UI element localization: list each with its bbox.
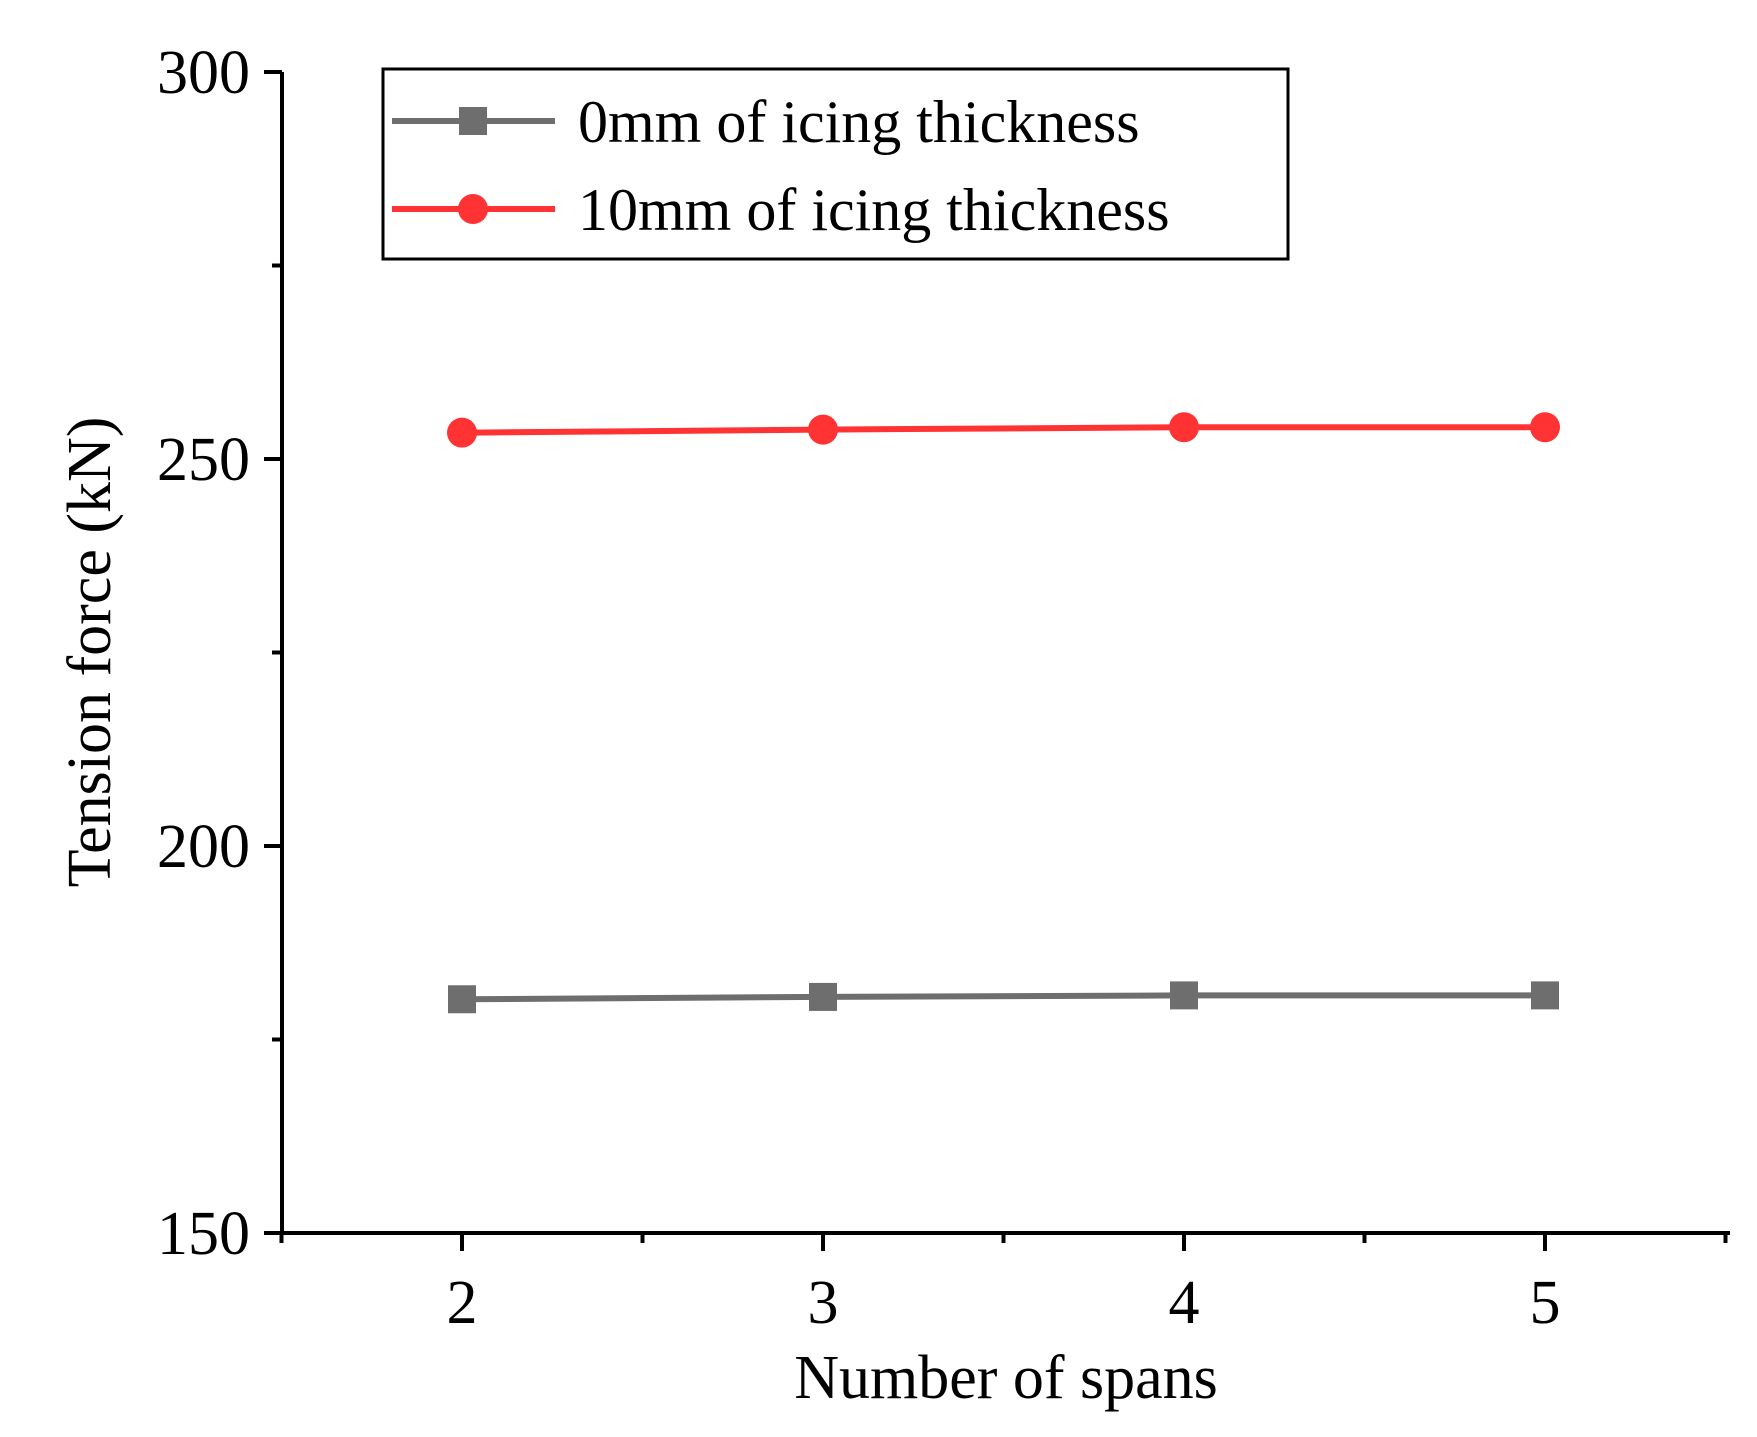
x-tick-label-2: 2 — [447, 1269, 478, 1337]
x-tick-label-3: 3 — [808, 1269, 839, 1337]
x-tick-label-5: 5 — [1530, 1269, 1561, 1337]
data-point-s1-x3 — [808, 414, 838, 445]
data-point-s1-x5 — [1530, 412, 1560, 443]
series-line-0 — [461, 992, 1545, 1003]
legend-marker-10mm — [458, 194, 488, 224]
y-tick-label-250: 250 — [157, 426, 250, 494]
data-point-s0-x3 — [809, 982, 837, 1011]
series-line-1 — [461, 424, 1545, 436]
y-axis-title: Tension force (kN) — [56, 417, 124, 888]
data-point-s0-x5 — [1531, 981, 1559, 1010]
y-tick-label-200: 200 — [157, 813, 250, 881]
data-point-s1-x4 — [1169, 412, 1199, 443]
data-point-s0-x2 — [448, 985, 476, 1014]
y-tick-label-150: 150 — [157, 1200, 250, 1268]
legend-marker-0mm — [459, 107, 487, 135]
x-axis-title: Number of spans — [794, 1344, 1218, 1412]
legend-box — [381, 67, 1290, 261]
y-tick-label-300: 300 — [157, 39, 250, 107]
ticks: 150 200 250 300 2 3 4 5 — [157, 39, 1728, 1337]
data-point-s1-x2 — [447, 417, 477, 448]
legend-label-0mm: 0mm of icing thickness — [578, 89, 1140, 155]
series-layer — [447, 412, 1560, 1014]
data-point-s0-x4 — [1170, 981, 1198, 1010]
x-tick-label-4: 4 — [1169, 1269, 1200, 1337]
legend-label-10mm: 10mm of icing thickness — [578, 177, 1170, 243]
legend: 0mm of icing thickness 10mm of icing thi… — [381, 67, 1290, 261]
